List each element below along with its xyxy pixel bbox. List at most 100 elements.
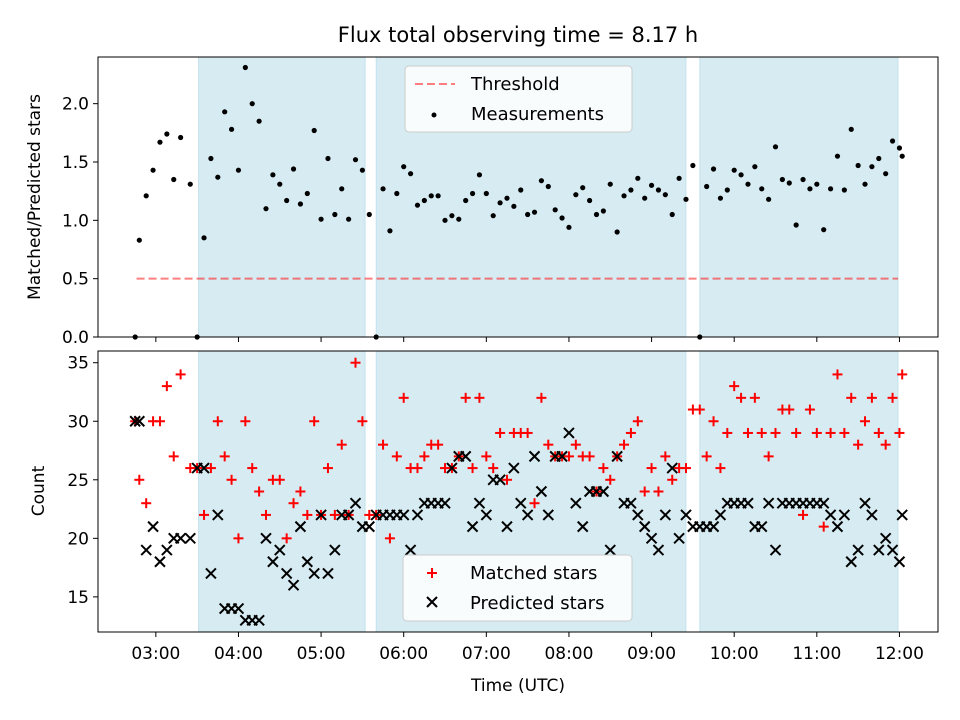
- measurement-point-90: [745, 181, 751, 187]
- ratio-y-tick-label: 1.5: [62, 153, 89, 173]
- predicted-stars-marker-109: [873, 544, 885, 556]
- predicted-stars-marker-112: [893, 556, 906, 568]
- predicted-stars-marker-51: [473, 497, 486, 509]
- matched-stars-marker-94: [770, 427, 781, 438]
- predicted-stars-marker-42: [411, 509, 424, 521]
- predicted-stars-marker-66: [577, 520, 589, 533]
- ratio-measurements-layer: [132, 64, 905, 340]
- measurement-point-111: [889, 138, 896, 144]
- matched-stars-marker-58: [522, 427, 533, 438]
- measurement-point-96: [786, 180, 792, 186]
- count-x-axis-label: Time (UTC): [470, 676, 565, 696]
- predicted-stars-marker-106: [852, 544, 864, 556]
- measurement-point-86: [717, 195, 724, 201]
- matched-stars-marker-109: [873, 427, 884, 438]
- measurement-point-56: [511, 203, 517, 209]
- count-x-tick-label: 08:00: [544, 644, 593, 664]
- matched-stars-marker-18: [247, 463, 258, 474]
- matched-stars-marker-81: [681, 463, 691, 474]
- count-y-tick-label: 30: [67, 412, 89, 432]
- measurement-point-2: [136, 237, 142, 243]
- measurement-point-21: [270, 172, 276, 178]
- measurement-point-24: [290, 166, 297, 172]
- measurement-point-45: [435, 193, 441, 199]
- count-x-tick-label: 10:00: [710, 644, 759, 664]
- ratio-y-tick-label: 1.0: [62, 211, 89, 231]
- measurement-point-85: [710, 166, 717, 172]
- predicted-stars-marker-76: [645, 532, 658, 545]
- measurement-point-97: [793, 222, 799, 228]
- predicted-stars-marker-90: [742, 497, 754, 509]
- matched-stars-marker-101: [818, 521, 829, 532]
- predicted-stars-marker-12: [205, 567, 217, 580]
- predicted-stars-marker-4: [147, 520, 159, 533]
- measurement-point-23: [284, 197, 290, 204]
- measurement-point-55: [504, 195, 510, 201]
- matched-stars-marker-42: [412, 463, 423, 474]
- measurement-point-88: [731, 167, 737, 173]
- measurement-point-51: [476, 172, 483, 178]
- predicted-stars-marker-55: [501, 520, 513, 533]
- measurement-point-16: [235, 167, 242, 173]
- measurement-point-25: [297, 201, 304, 207]
- ratio-legend-box: [404, 65, 633, 133]
- matched-stars-marker-103: [832, 369, 843, 380]
- measurement-point-64: [566, 224, 572, 230]
- count-y-tick-label: 15: [67, 588, 89, 608]
- matched-stars-marker-99: [804, 404, 815, 415]
- measurement-point-31: [339, 186, 345, 192]
- measurement-point-73: [628, 187, 634, 193]
- measurement-point-68: [593, 211, 600, 218]
- predicted-stars-marker-27: [308, 567, 320, 580]
- matched-stars-marker-49: [460, 392, 471, 403]
- matched-stars-marker-33: [350, 357, 361, 368]
- matched-stars-marker-97: [791, 427, 802, 438]
- predicted-stars-marker-21: [267, 556, 279, 568]
- predicted-stars-marker-40: [397, 509, 410, 521]
- matched-stars-marker-34: [357, 416, 368, 427]
- matched-stars-marker-89: [736, 392, 747, 403]
- measurement-point-38: [387, 228, 393, 234]
- measurement-point-42: [414, 202, 421, 208]
- measurement-point-58: [525, 211, 531, 218]
- matched-stars-marker-65: [570, 439, 581, 450]
- ratio-chart-title: Flux total observing time = 8.17 h: [338, 23, 698, 47]
- measurement-point-6: [164, 131, 170, 137]
- predicted-stars-marker-78: [659, 509, 672, 521]
- ratio-legend: Threshold Measurements: [404, 65, 633, 133]
- predicted-stars-marker-20: [260, 532, 272, 545]
- matched-stars-marker-110: [880, 439, 891, 450]
- ratio-plot-frame: [97, 56, 939, 338]
- predicted-stars-marker-107: [859, 497, 871, 509]
- predicted-stars-marker-80: [673, 532, 685, 545]
- measurement-point-69: [600, 208, 606, 214]
- matched-stars-marker-102: [825, 427, 836, 438]
- matched-stars-marker-100: [811, 427, 822, 438]
- measurement-point-7: [171, 176, 177, 183]
- ratio-y-axis: 0.0 0.5 1.0 1.5 2.0: [62, 95, 98, 348]
- measurement-point-65: [573, 192, 579, 198]
- predicted-stars-marker-81: [680, 509, 692, 521]
- count-x-tick-label: 11:00: [792, 644, 841, 664]
- measurement-point-61: [545, 183, 551, 190]
- measurement-point-54: [497, 200, 503, 206]
- predicted-stars-marker-74: [632, 509, 644, 521]
- predicted-stars-marker-86: [714, 509, 727, 521]
- measurement-point-9: [187, 181, 193, 187]
- measurement-point-13: [215, 174, 221, 180]
- measurement-point-41: [407, 171, 414, 177]
- count-y-tick-label: 35: [67, 354, 89, 374]
- measurements-legend-label: Measurements: [471, 104, 604, 125]
- matched-stars-marker-13: [212, 416, 223, 427]
- measurement-point-98: [800, 176, 806, 183]
- predicted-stars-marker-103: [831, 520, 844, 533]
- measurement-point-8: [178, 134, 184, 141]
- matched-stars-marker-92: [756, 427, 767, 438]
- ratio-y-tick-label: 0.0: [62, 328, 89, 348]
- measurement-point-105: [848, 126, 854, 132]
- measurement-point-109: [876, 155, 882, 162]
- predicted-stars-marker-46: [439, 497, 451, 509]
- matched-stars-marker-84: [701, 451, 712, 462]
- ratio-observing-window-1: [198, 56, 366, 338]
- measurement-point-94: [772, 144, 779, 150]
